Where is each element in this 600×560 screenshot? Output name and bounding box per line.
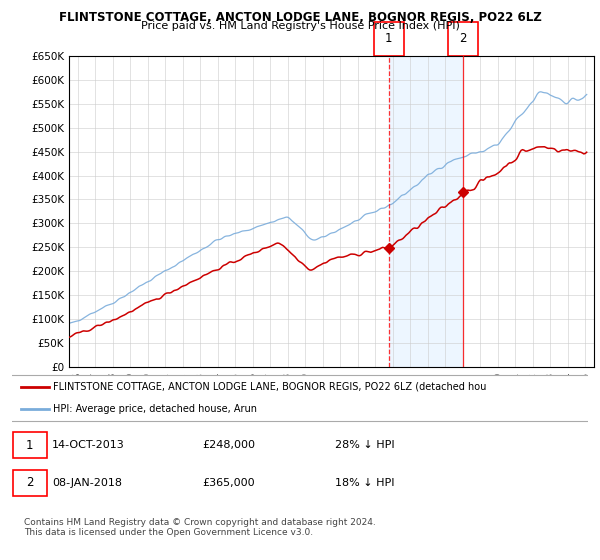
- Text: 14-OCT-2013: 14-OCT-2013: [52, 440, 125, 450]
- Text: 08-JAN-2018: 08-JAN-2018: [52, 478, 122, 488]
- Text: Contains HM Land Registry data © Crown copyright and database right 2024.
This d: Contains HM Land Registry data © Crown c…: [24, 518, 376, 538]
- Text: 2: 2: [460, 32, 467, 45]
- FancyBboxPatch shape: [374, 22, 404, 56]
- Text: £248,000: £248,000: [202, 440, 255, 450]
- Text: 18% ↓ HPI: 18% ↓ HPI: [335, 478, 394, 488]
- Text: 1: 1: [385, 32, 392, 45]
- Text: FLINTSTONE COTTAGE, ANCTON LODGE LANE, BOGNOR REGIS, PO22 6LZ: FLINTSTONE COTTAGE, ANCTON LODGE LANE, B…: [59, 11, 541, 24]
- FancyBboxPatch shape: [13, 470, 47, 496]
- Text: 1: 1: [26, 438, 34, 451]
- Text: FLINTSTONE COTTAGE, ANCTON LODGE LANE, BOGNOR REGIS, PO22 6LZ (detached hou: FLINTSTONE COTTAGE, ANCTON LODGE LANE, B…: [53, 382, 487, 392]
- Text: 2: 2: [26, 477, 34, 489]
- FancyBboxPatch shape: [13, 432, 47, 458]
- FancyBboxPatch shape: [448, 22, 478, 56]
- Text: £365,000: £365,000: [202, 478, 255, 488]
- Text: Price paid vs. HM Land Registry's House Price Index (HPI): Price paid vs. HM Land Registry's House …: [140, 21, 460, 31]
- Text: 28% ↓ HPI: 28% ↓ HPI: [335, 440, 394, 450]
- Bar: [389, 56, 463, 367]
- Text: HPI: Average price, detached house, Arun: HPI: Average price, detached house, Arun: [53, 404, 257, 414]
- FancyBboxPatch shape: [9, 375, 591, 421]
